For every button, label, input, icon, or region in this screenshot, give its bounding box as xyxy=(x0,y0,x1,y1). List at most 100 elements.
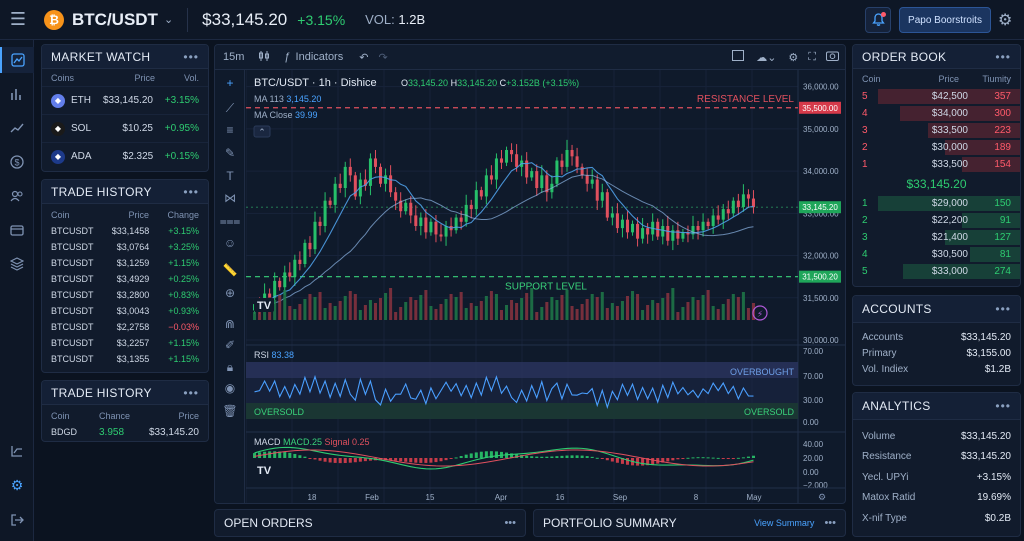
pair-selector[interactable]: BTC/USDT xyxy=(72,9,158,29)
portfolio-summary-panel[interactable]: PORTFOLIO SUMMARY View Summary ••• xyxy=(533,509,846,537)
chart-settings-icon[interactable]: ⚙ xyxy=(788,51,799,64)
candle-type-icon[interactable] xyxy=(258,50,270,65)
trendline-icon[interactable]: ⟋ xyxy=(225,101,235,115)
bid-row[interactable]: 3 $21,400 127 xyxy=(853,229,1020,246)
more-icon[interactable]: ••• xyxy=(183,385,199,400)
ask-row[interactable]: 2 $30,000 189 xyxy=(853,139,1020,156)
more-icon[interactable]: ••• xyxy=(824,517,836,529)
table-row[interactable]: BTCUSDT $3,2257 +1.15% xyxy=(42,335,208,351)
price-chart[interactable]: BTC/USDT · 1h · Dishice O33,145.20 H33,14… xyxy=(246,70,846,504)
eye-icon[interactable]: ◉ xyxy=(224,381,236,395)
indicators-button[interactable]: Indicators xyxy=(295,51,344,63)
price-cell: $10.25 xyxy=(122,123,153,134)
more-icon[interactable]: ••• xyxy=(995,49,1011,64)
chevron-down-icon[interactable]: ⌄ xyxy=(163,14,174,26)
table-row[interactable]: BDGD 3.958 $33,145.20 xyxy=(42,424,208,440)
depth-bar xyxy=(903,264,1020,279)
stat-row: Primary $3,155.00 xyxy=(853,345,1020,361)
more-icon[interactable]: ••• xyxy=(995,302,1011,316)
brush-icon[interactable]: ✎ xyxy=(224,146,236,160)
open-orders-panel[interactable]: OPEN ORDERS ••• xyxy=(214,509,526,537)
redo-icon[interactable]: ↷ xyxy=(378,51,388,64)
ask-row[interactable]: 5 $42,500 357 xyxy=(853,88,1020,105)
more-icon[interactable]: ••• xyxy=(183,49,199,64)
fib-icon[interactable]: ⩶ xyxy=(219,214,241,228)
volume-bar xyxy=(656,303,660,320)
notification-bell-icon[interactable] xyxy=(865,7,891,33)
table-row[interactable]: BTCUSDT $3,1355 +1.15% xyxy=(42,351,208,367)
more-icon[interactable]: ••• xyxy=(183,184,199,199)
coin-cell: BTCUSDT xyxy=(51,354,94,364)
volume-bar xyxy=(615,306,619,320)
volume-bar xyxy=(520,298,524,320)
indicators-icon[interactable]: ƒ xyxy=(284,51,291,63)
trend-nav-icon[interactable] xyxy=(0,115,34,141)
chart-nav-icon[interactable] xyxy=(0,47,34,73)
market-watch-row[interactable]: ◆ ETH $33,145.20 +3.15% xyxy=(42,86,208,114)
layout-icon[interactable] xyxy=(732,50,745,64)
trash-icon[interactable]: 🗑︎ xyxy=(222,404,238,418)
table-row[interactable]: BTCUSDT $33,1458 +3.15% xyxy=(42,223,208,239)
market-watch-row[interactable]: ◆ SOL $10.25 +0.95% xyxy=(42,114,208,142)
more-icon[interactable]: ••• xyxy=(995,399,1011,413)
pattern-icon[interactable]: ⋈ xyxy=(224,191,236,205)
user-account-button[interactable]: Papo Boorstroits xyxy=(899,7,991,33)
exchange-nav-icon[interactable] xyxy=(0,438,34,464)
volume-bar xyxy=(298,304,302,320)
ask-row[interactable]: 4 $34,000 300 xyxy=(853,105,1020,122)
table-row[interactable]: BTCUSDT $3,1259 +1.15% xyxy=(42,255,208,271)
volume-bar xyxy=(701,295,705,320)
table-row[interactable]: BTCUSDT $3,0043 +0.93% xyxy=(42,303,208,319)
volume-bar xyxy=(489,291,493,320)
menu-icon[interactable]: ☰ xyxy=(9,9,27,29)
price-cell: $30,000 xyxy=(931,142,968,153)
volume-bar xyxy=(379,298,383,320)
bar-chart-nav-icon[interactable] xyxy=(0,81,34,107)
pencil-lock-icon[interactable]: ✐ xyxy=(224,338,236,352)
undo-icon[interactable]: ↶ xyxy=(359,51,369,64)
lock-icon[interactable]: 🔒︎ xyxy=(226,360,234,374)
volume-bar xyxy=(449,294,453,320)
depth-bar xyxy=(944,230,1020,245)
market-watch-row[interactable]: ◆ ADA $2.325 +0.15% xyxy=(42,142,208,170)
zoom-icon[interactable]: ⊕ xyxy=(224,286,236,300)
wallet-nav-icon[interactable] xyxy=(0,217,34,243)
candle-body xyxy=(711,215,715,226)
cloud-icon[interactable]: ☁⌄ xyxy=(756,51,777,64)
fullscreen-icon[interactable]: ⛶ xyxy=(808,50,816,63)
settings-gear-icon[interactable]: ⚙ xyxy=(998,12,1013,29)
table-row[interactable]: BTCUSDT $2,2758 −0.03% xyxy=(42,319,208,335)
volume-bar xyxy=(625,296,629,320)
volume-label: VOL: xyxy=(365,12,395,27)
text-icon[interactable]: T xyxy=(226,169,234,183)
more-icon[interactable]: ••• xyxy=(504,517,516,529)
logo-bg xyxy=(254,298,274,312)
ask-row[interactable]: 1 $33,500 154 xyxy=(853,156,1020,173)
magnet-icon[interactable]: ⋒ xyxy=(224,317,236,331)
view-summary-link[interactable]: View Summary xyxy=(754,518,815,528)
horizontal-lines-icon[interactable]: ≡ xyxy=(226,123,234,137)
table-row[interactable]: BTCUSDT $3,2800 +0.83% xyxy=(42,287,208,303)
ohlc-readout: O33,145.20 H33,145.20 C+3.152B (+3.15%) xyxy=(401,78,579,88)
logout-nav-icon[interactable] xyxy=(0,507,34,533)
ruler-icon[interactable]: 📏 xyxy=(222,263,238,277)
dollar-nav-icon[interactable]: $ xyxy=(0,149,34,175)
users-nav-icon[interactable] xyxy=(0,183,34,209)
interval-selector[interactable]: 15m xyxy=(223,51,245,63)
ask-row[interactable]: 3 $33,500 223 xyxy=(853,122,1020,139)
bid-row[interactable]: 4 $30,500 81 xyxy=(853,246,1020,263)
bid-row[interactable]: 2 $22,200 91 xyxy=(853,212,1020,229)
macd-histogram-bar xyxy=(363,458,367,462)
table-row[interactable]: BTCUSDT $3,4929 +0.25% xyxy=(42,271,208,287)
settings-nav-icon[interactable]: ⚙ xyxy=(10,476,24,493)
crosshair-icon[interactable]: + xyxy=(226,76,234,90)
table-row[interactable]: BTCUSDT $3,0764 +3.25% xyxy=(42,239,208,255)
emoji-icon[interactable]: ☺ xyxy=(223,236,237,250)
macd-histogram-bar xyxy=(706,457,710,459)
layers-nav-icon[interactable] xyxy=(0,251,34,277)
camera-icon[interactable] xyxy=(826,50,839,64)
candle-body xyxy=(399,200,403,212)
bid-row[interactable]: 1 $29,000 150 xyxy=(853,195,1020,212)
bid-row[interactable]: 5 $33,000 274 xyxy=(853,263,1020,280)
candle-body xyxy=(368,158,372,186)
